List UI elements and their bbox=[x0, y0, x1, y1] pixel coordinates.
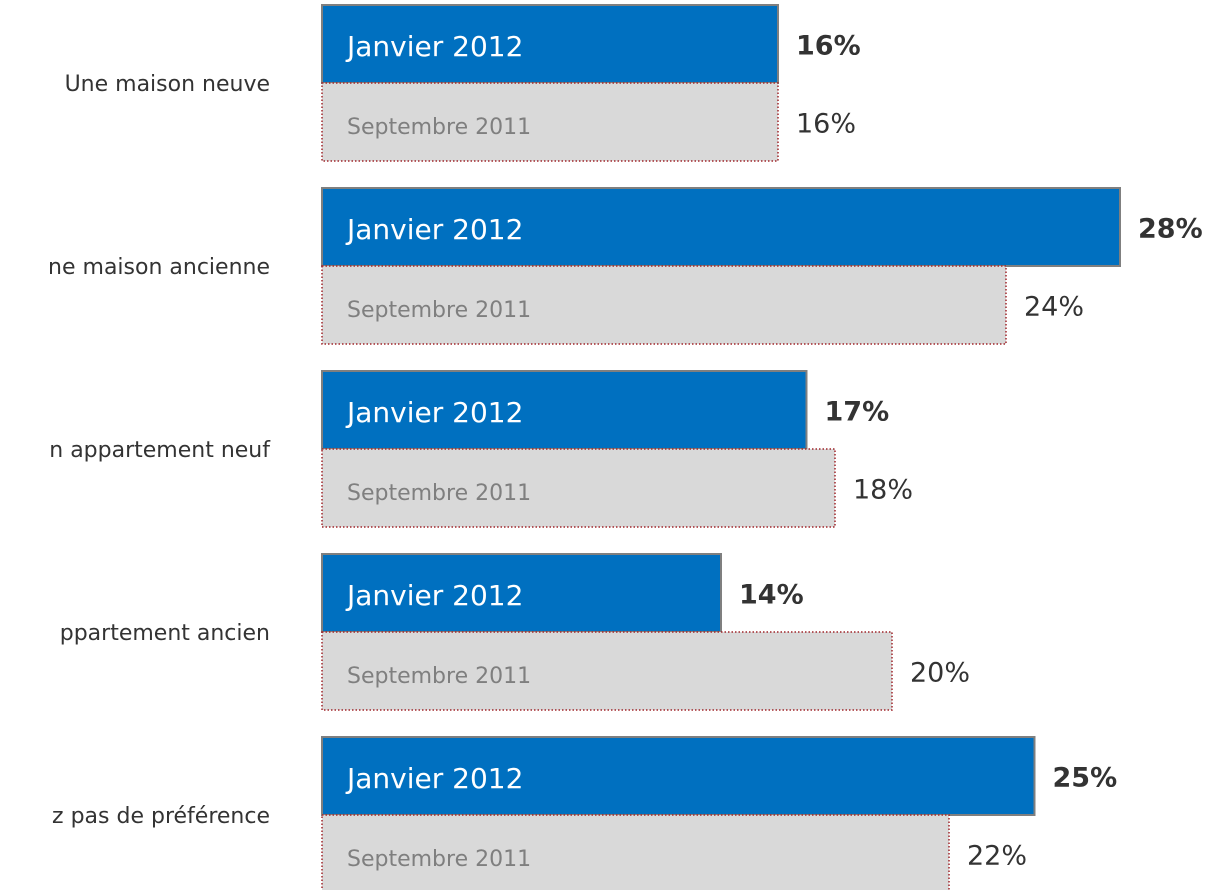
value-label: 16% bbox=[796, 109, 856, 140]
bar-series-label: Janvier 2012 bbox=[345, 579, 523, 612]
value-label: 18% bbox=[853, 475, 913, 506]
bar bbox=[321, 553, 722, 633]
bar-series-label: Janvier 2012 bbox=[345, 396, 523, 429]
category-label: z pas de préférence bbox=[52, 804, 270, 829]
value-label: 24% bbox=[1024, 292, 1084, 323]
value-label: 20% bbox=[910, 658, 970, 689]
category-label: Une maison neuve bbox=[65, 72, 270, 97]
category-label: ne maison ancienne bbox=[48, 255, 270, 280]
bar bbox=[321, 370, 808, 450]
bar bbox=[321, 265, 1007, 345]
value-label: 16% bbox=[796, 31, 861, 62]
bar-series-label: Septembre 2011 bbox=[347, 664, 531, 689]
category-label: ppartement ancien bbox=[60, 621, 270, 646]
bar bbox=[321, 631, 893, 711]
bar-series-label: Septembre 2011 bbox=[347, 298, 531, 323]
category-label: n appartement neuf bbox=[49, 438, 271, 463]
value-label: 25% bbox=[1053, 763, 1118, 794]
bar-series-label: Septembre 2011 bbox=[347, 481, 531, 506]
bar bbox=[321, 448, 836, 528]
bar bbox=[321, 736, 1036, 816]
value-label: 14% bbox=[739, 580, 804, 611]
bar bbox=[321, 4, 779, 84]
value-label: 22% bbox=[967, 841, 1027, 872]
value-label: 28% bbox=[1138, 214, 1203, 245]
bar-series-label: Janvier 2012 bbox=[345, 762, 523, 795]
value-label: 17% bbox=[825, 397, 890, 428]
bar-series-label: Septembre 2011 bbox=[347, 847, 531, 872]
bar-series-label: Janvier 2012 bbox=[345, 30, 523, 63]
bar-series-label: Janvier 2012 bbox=[345, 213, 523, 246]
bar bbox=[321, 82, 779, 162]
bar-series-label: Septembre 2011 bbox=[347, 115, 531, 140]
bar bbox=[321, 814, 950, 890]
